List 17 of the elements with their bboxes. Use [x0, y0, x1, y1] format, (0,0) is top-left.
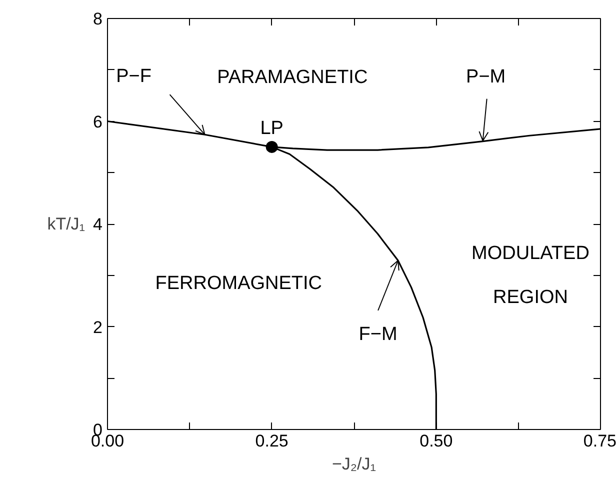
x-tick-label: 0.50: [420, 432, 453, 450]
y-tick-label: 6: [93, 112, 103, 132]
annotation: F−M: [358, 324, 398, 345]
annotation: P−F: [116, 66, 152, 88]
x-axis-title: −J₂/J₁: [332, 454, 376, 474]
series-label: LP: [260, 118, 284, 139]
x-tick-label: 0.75: [583, 432, 616, 450]
x-tick-label: 0.25: [255, 432, 288, 450]
annotation: MODULATED: [472, 243, 590, 264]
annotation: P−M: [466, 66, 506, 88]
annotation: PARAMAGNETIC: [217, 67, 368, 88]
y-tick-label: 2: [93, 318, 103, 337]
annotation: FERROMAGNETIC: [155, 273, 322, 294]
y-axis-title: kT/J₁: [47, 214, 86, 234]
y-tick-label: 4: [93, 215, 103, 234]
y-tick-label: 8: [93, 10, 103, 28]
annotation: REGION: [493, 287, 568, 308]
